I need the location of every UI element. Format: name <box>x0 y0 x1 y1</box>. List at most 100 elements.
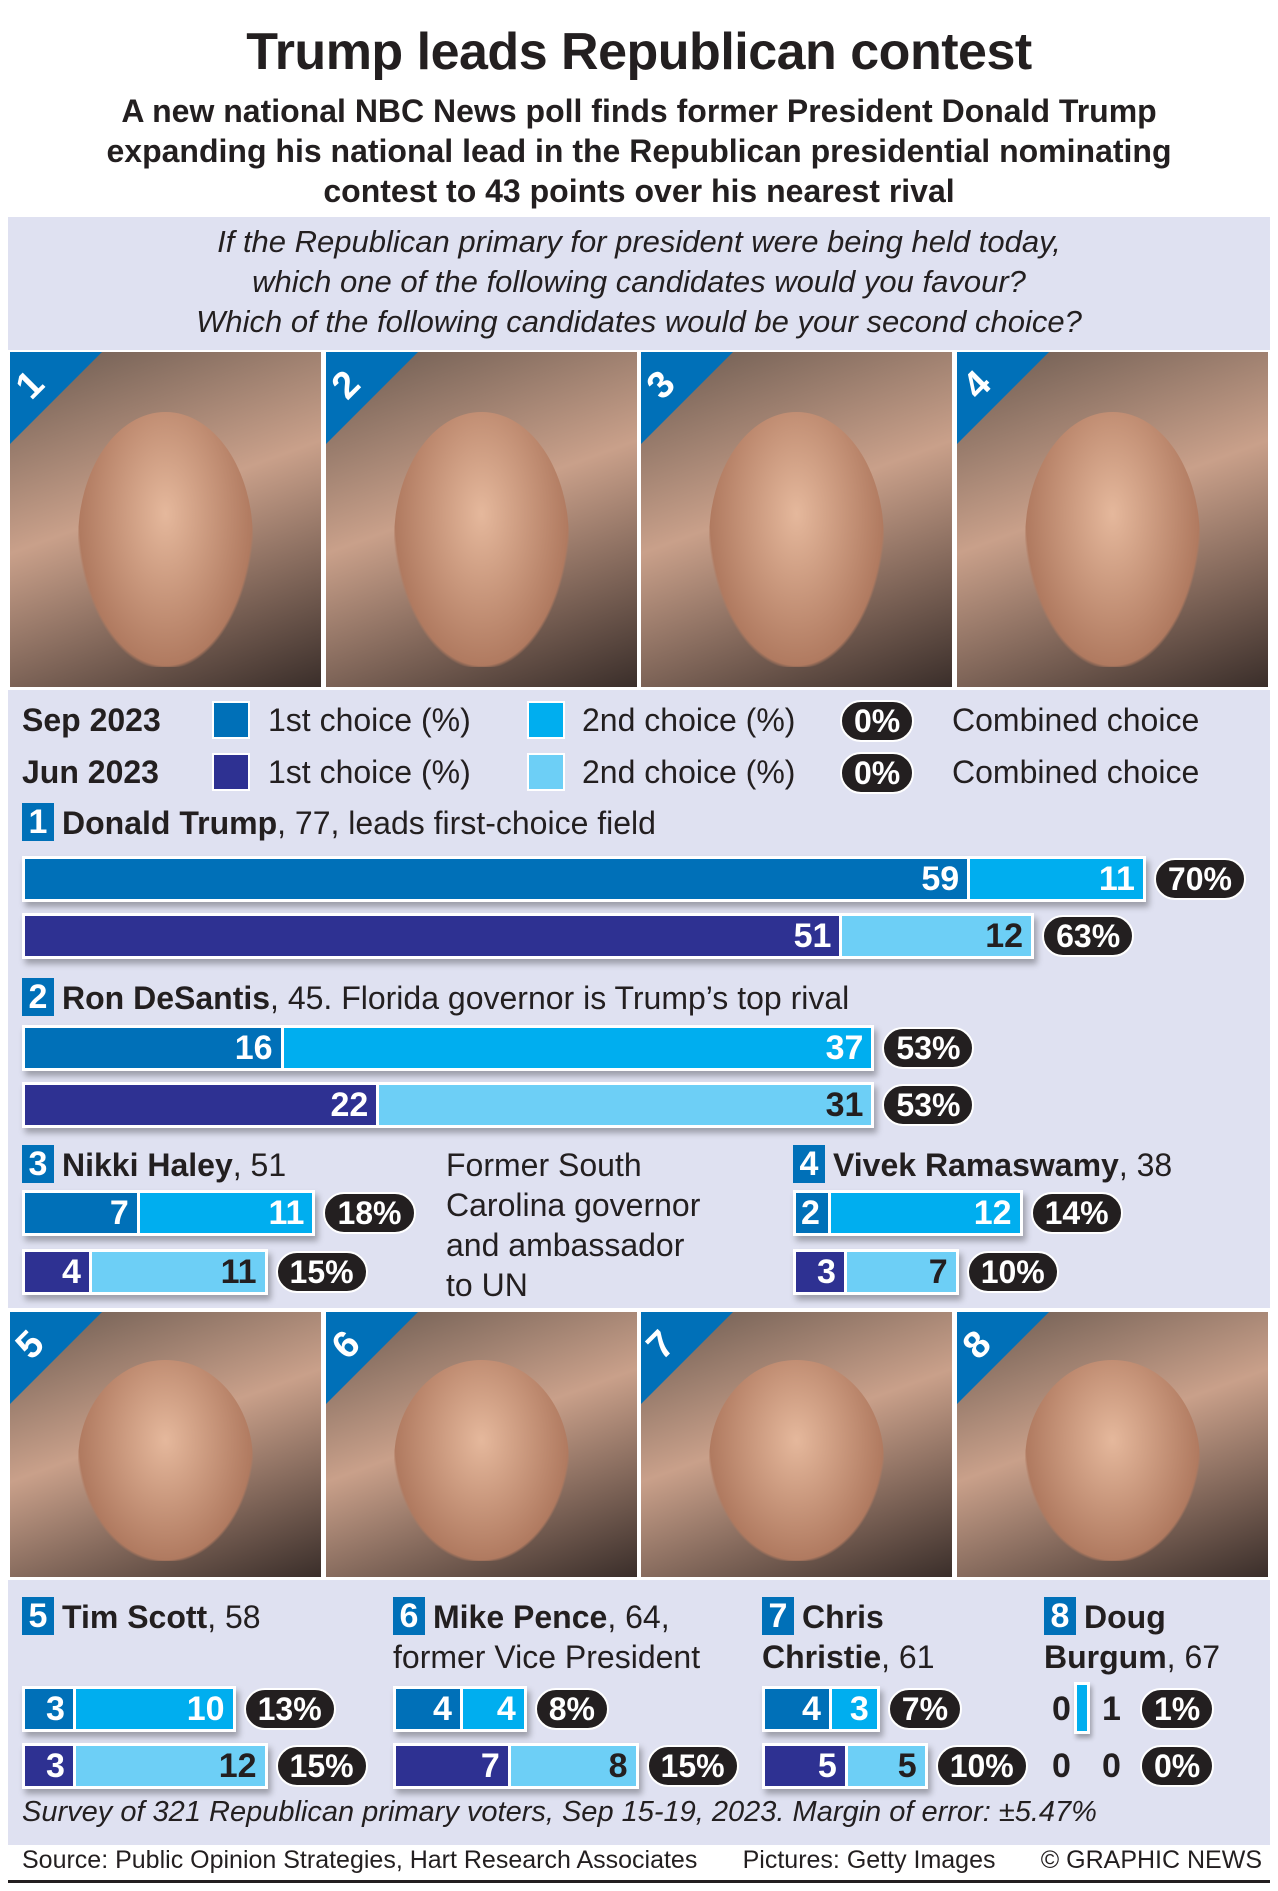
first-choice-value: 0 <box>1052 1690 1071 1728</box>
candidate-name: Mike Pence <box>433 1599 608 1635</box>
legend-date: Jun 2023 <box>22 754 159 790</box>
candidate-name: Donald Trump <box>62 805 278 841</box>
bar-jun: 22 31 <box>22 1082 875 1128</box>
combined-pill: 53% <box>882 1027 975 1069</box>
desc-line: to UN <box>446 1267 528 1303</box>
rank-badge <box>10 352 102 444</box>
candidate-name: Ron DeSantis <box>62 980 271 1016</box>
haley-description: Former South Carolina governor and ambas… <box>446 1145 700 1305</box>
bar-second-choice: 11 <box>136 1193 313 1233</box>
bar-first-choice: 22 <box>25 1085 377 1125</box>
candidate-heading: 7 Chris Christie, 61 <box>762 1597 992 1677</box>
face-image <box>1025 412 1200 667</box>
face-image <box>78 412 253 667</box>
candidate-name: Chris Christie <box>762 1599 884 1675</box>
face-image <box>709 1359 884 1562</box>
combined-pill: 13% <box>243 1688 336 1730</box>
candidate-photo: 5 <box>10 1312 321 1577</box>
combined-pill: 70% <box>1153 858 1246 900</box>
rank-number-box: 5 <box>22 1597 54 1635</box>
legend-swatch-first <box>212 701 250 739</box>
question-line: which one of the following candidates wo… <box>252 264 1026 299</box>
second-choice-value: 0 <box>1102 1747 1121 1785</box>
combined-pill: 1% <box>1140 1688 1215 1730</box>
face-image <box>394 412 569 667</box>
combined-pill: 15% <box>275 1251 368 1293</box>
bar-first-choice: 2 <box>796 1193 828 1233</box>
legend-swatch-first <box>212 753 250 791</box>
combined-pill: 15% <box>646 1745 739 1787</box>
candidate-heading: 2 Ron DeSantis, 45. Florida governor is T… <box>22 978 1122 1018</box>
candidate-name: Nikki Haley <box>62 1147 233 1183</box>
candidate-details: , 45. Florida governor is Trump’s top ri… <box>270 980 850 1016</box>
candidate-heading: 5 Tim Scott, 58 <box>22 1597 372 1637</box>
candidate-details: , 58 <box>207 1599 261 1635</box>
bar-first-choice: 51 <box>25 916 840 956</box>
bar-sep: 3 10 <box>22 1686 236 1732</box>
candidate-photo: 8 <box>957 1312 1268 1577</box>
bottom-rule <box>8 1880 1270 1883</box>
bar-jun: 3 12 <box>22 1743 268 1789</box>
candidate-heading: 1 Donald Trump, 77, leads first-choice fi… <box>22 803 922 843</box>
rank-number-box: 6 <box>393 1597 425 1635</box>
candidate-heading: 4 Vivek Ramaswamy, 38 <box>793 1145 1263 1185</box>
question-panel: If the Republican primary for president … <box>8 217 1270 350</box>
rank-badge <box>957 1312 1049 1404</box>
legend-swatch-second <box>527 701 565 739</box>
combined-pill: 8% <box>534 1688 609 1730</box>
combined-pill: 0% <box>1140 1745 1215 1787</box>
rank-badge <box>641 352 733 444</box>
candidate-photo: 1 <box>10 352 321 687</box>
bar-second-choice: 4 <box>459 1689 524 1729</box>
bar-second-choice: 11 <box>88 1252 265 1292</box>
legend-label-combined: Combined choice <box>952 702 1200 738</box>
combined-pill: 63% <box>1042 915 1135 957</box>
rank-badge <box>957 352 1049 444</box>
bar-sep: 2 12 <box>793 1190 1023 1236</box>
rank-badge <box>641 1312 733 1404</box>
second-choice-value: 1 <box>1102 1690 1121 1728</box>
legend-label-second: 2nd choice (%) <box>582 754 796 790</box>
legend-swatch-second <box>527 753 565 791</box>
bar-first-choice: 7 <box>396 1746 508 1786</box>
subtitle-line: contest to 43 points over his nearest ri… <box>323 173 955 209</box>
source-text: Source: Public Opinion Strategies, Hart … <box>22 1846 698 1874</box>
legend-label-first: 1st choice (%) <box>268 702 471 738</box>
candidate-details: , 51 <box>232 1147 287 1183</box>
first-choice-value: 0 <box>1052 1747 1071 1785</box>
bar-second-choice: 37 <box>280 1028 872 1068</box>
bar-second-choice: 12 <box>827 1193 1020 1233</box>
bar-first-choice: 4 <box>25 1252 89 1292</box>
bar-first-choice: 4 <box>765 1689 829 1729</box>
bar-second-choice: 10 <box>72 1689 233 1729</box>
legend-date: Sep 2023 <box>22 702 161 738</box>
candidate-photo: 4 <box>957 352 1268 687</box>
face-image <box>394 1359 569 1562</box>
combined-pill: 10% <box>935 1745 1028 1787</box>
rank-number-box: 2 <box>22 978 54 1016</box>
graphic-news-credit: © GRAPHIC NEWS <box>1040 1846 1262 1874</box>
bar-second-choice: 3 <box>828 1689 877 1729</box>
legend-label-combined: Combined choice <box>952 754 1200 790</box>
face-image <box>709 412 884 667</box>
bar-second-choice: 8 <box>507 1746 636 1786</box>
bar-second-choice: 12 <box>839 916 1032 956</box>
rank-number-box: 4 <box>793 1145 825 1183</box>
bar-first-choice: 3 <box>25 1689 73 1729</box>
combined-pill: 7% <box>887 1688 963 1730</box>
source-line: Source: Public Opinion Strategies, Hart … <box>22 1846 1262 1875</box>
candidate-photo: 2 <box>326 352 637 687</box>
candidate-photo: 3 <box>641 352 952 687</box>
bar-second-choice: 11 <box>967 859 1143 899</box>
candidate-details: , 38 <box>1118 1147 1173 1183</box>
candidate-name: Vivek Ramaswamy <box>833 1147 1119 1183</box>
candidate-heading: 3 Nikki Haley, 51 <box>22 1145 422 1185</box>
candidate-details: , 77, leads first-choice field <box>277 805 656 841</box>
bar-first-choice: 5 <box>765 1746 845 1786</box>
rank-badge <box>10 1312 102 1404</box>
subtitle-line: A new national NBC News poll finds forme… <box>121 93 1157 129</box>
rank-number-box: 3 <box>22 1145 54 1183</box>
